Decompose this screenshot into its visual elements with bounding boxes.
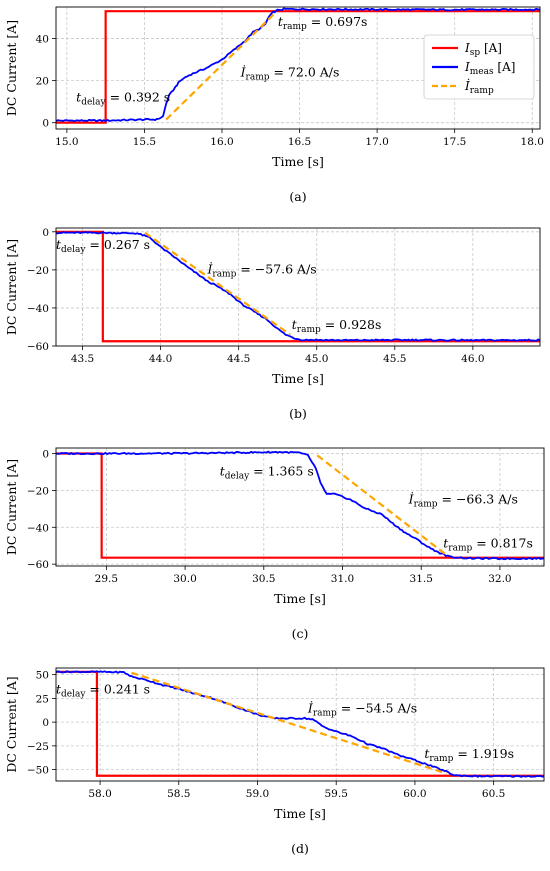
y-axis-label: DC Current [A] (4, 20, 19, 116)
x-tick-label: 29.5 (95, 573, 118, 585)
y-axis-label: DC Current [A] (4, 676, 19, 772)
series-ramp-line (316, 454, 448, 556)
annotation-text: tramp = 0.817s (443, 536, 533, 554)
legend-label: Isp [A] (464, 41, 502, 58)
x-tick-label: 16.5 (288, 136, 311, 148)
annotation-text: tdelay = 0.392 s (76, 90, 170, 108)
x-tick-label: 15.5 (133, 136, 156, 148)
y-tick-label: −60 (27, 341, 49, 353)
x-tick-label: 44.0 (149, 353, 172, 365)
annotation-text: tdelay = 1.365 s (220, 464, 314, 482)
x-tick-label: 59.0 (246, 788, 269, 800)
x-axis-label: Time [s] (272, 154, 324, 169)
legend-box (423, 34, 535, 100)
y-tick-label: 40 (36, 34, 49, 46)
y-tick-label: −25 (27, 741, 49, 753)
annotation-text: tdelay = 0.241 s (56, 682, 150, 700)
x-tick-label: 18.0 (521, 136, 544, 148)
chart-1: 43.5 44.0 44.5 45.0 45.5 46.0 0 −20 −40 −60 tdelay… (4, 227, 541, 421)
series-measured-line (56, 450, 544, 561)
y-axis-label: DC Current [A] (4, 459, 19, 555)
x-tick-label: 17.0 (365, 136, 388, 148)
x-tick-label: 58.5 (167, 788, 190, 800)
x-tick-label: 58.0 (88, 788, 111, 800)
x-tick-label: 60.0 (403, 788, 426, 800)
x-tick-label: 43.5 (71, 353, 94, 365)
series-measured-line (56, 7, 540, 123)
annotation-text: tramp = 0.697s (278, 14, 368, 32)
axes-frame (55, 447, 545, 567)
y-axis-label: DC Current [A] (4, 239, 19, 335)
y-tick-label: −40 (27, 522, 49, 534)
legend-label: Imeas [A] (464, 60, 515, 77)
x-tick-label: 31.0 (331, 573, 354, 585)
annotation-text: tramp = 0.928s (292, 317, 382, 335)
series-measured-line (56, 670, 544, 778)
annotation-text: İramp = −66.3 A/s (408, 491, 518, 509)
subfigure-caption: (d) (291, 841, 309, 856)
x-tick-label: 15.0 (55, 136, 78, 148)
x-tick-label: 46.0 (461, 353, 484, 365)
legend-label: İramp (464, 78, 494, 96)
x-tick-label: 45.5 (383, 353, 406, 365)
annotation-text: İramp = 72.0 A/s (240, 64, 340, 82)
x-tick-label: 59.5 (325, 788, 348, 800)
axes-frame (55, 227, 541, 347)
series-ramp-line (165, 12, 276, 121)
y-tick-label: −50 (27, 765, 49, 777)
chart-2: 29.5 30.0 30.5 31.0 31.5 32.0 0 −20 −40 −60 tdelay… (4, 447, 545, 641)
series-measured-line (56, 231, 540, 342)
y-tick-label: −20 (27, 265, 49, 277)
x-axis-label: Time [s] (272, 371, 324, 386)
x-tick-label: 31.5 (410, 573, 433, 585)
chart-0: 15.0 15.5 16.0 16.5 17.0 17.5 18.0 0 20 40 tdelay … (4, 6, 544, 204)
annotation-text: tramp = 1.919s (424, 746, 514, 764)
annotation-text: İramp = −57.6 A/s (206, 262, 316, 280)
chart-3: 58.0 58.5 59.0 59.5 60.0 60.5 50 25 0 −25 −50 tdela… (4, 667, 545, 856)
subfigure-caption: (b) (289, 406, 307, 421)
x-axis-label: Time [s] (274, 591, 326, 606)
annotation-text: tdelay = 0.267 s (56, 237, 150, 255)
axes-frame (55, 6, 541, 130)
annotation-text: İramp = −54.5 A/s (307, 701, 417, 719)
y-tick-label: −20 (27, 485, 49, 497)
x-tick-label: 16.0 (210, 136, 233, 148)
y-tick-label: 0 (42, 118, 49, 130)
y-tick-label: 20 (36, 76, 49, 88)
x-tick-label: 60.5 (482, 788, 505, 800)
series-ramp-line (144, 231, 291, 336)
x-axis-label: Time [s] (274, 806, 326, 821)
subfigure-caption: (c) (292, 626, 309, 641)
legend: Isp [A] Imeas [A]İramp (423, 34, 535, 100)
y-tick-label: 0 (42, 717, 49, 729)
axes-frame (55, 667, 545, 782)
x-tick-label: 30.5 (252, 573, 275, 585)
y-tick-label: 0 (42, 449, 49, 461)
x-tick-label: 17.5 (443, 136, 466, 148)
y-tick-label: −40 (27, 303, 49, 315)
y-tick-label: 50 (36, 670, 49, 682)
x-tick-label: 45.0 (305, 353, 328, 365)
x-tick-label: 30.0 (173, 573, 196, 585)
y-tick-label: 0 (42, 227, 49, 239)
series-ramp-line (131, 671, 447, 775)
y-tick-label: 25 (36, 693, 49, 705)
subfigure-caption: (a) (289, 189, 306, 204)
x-tick-label: 44.5 (227, 353, 250, 365)
y-tick-label: −60 (27, 559, 49, 571)
x-tick-label: 32.0 (488, 573, 511, 585)
series-setpoint-line (56, 10, 540, 124)
